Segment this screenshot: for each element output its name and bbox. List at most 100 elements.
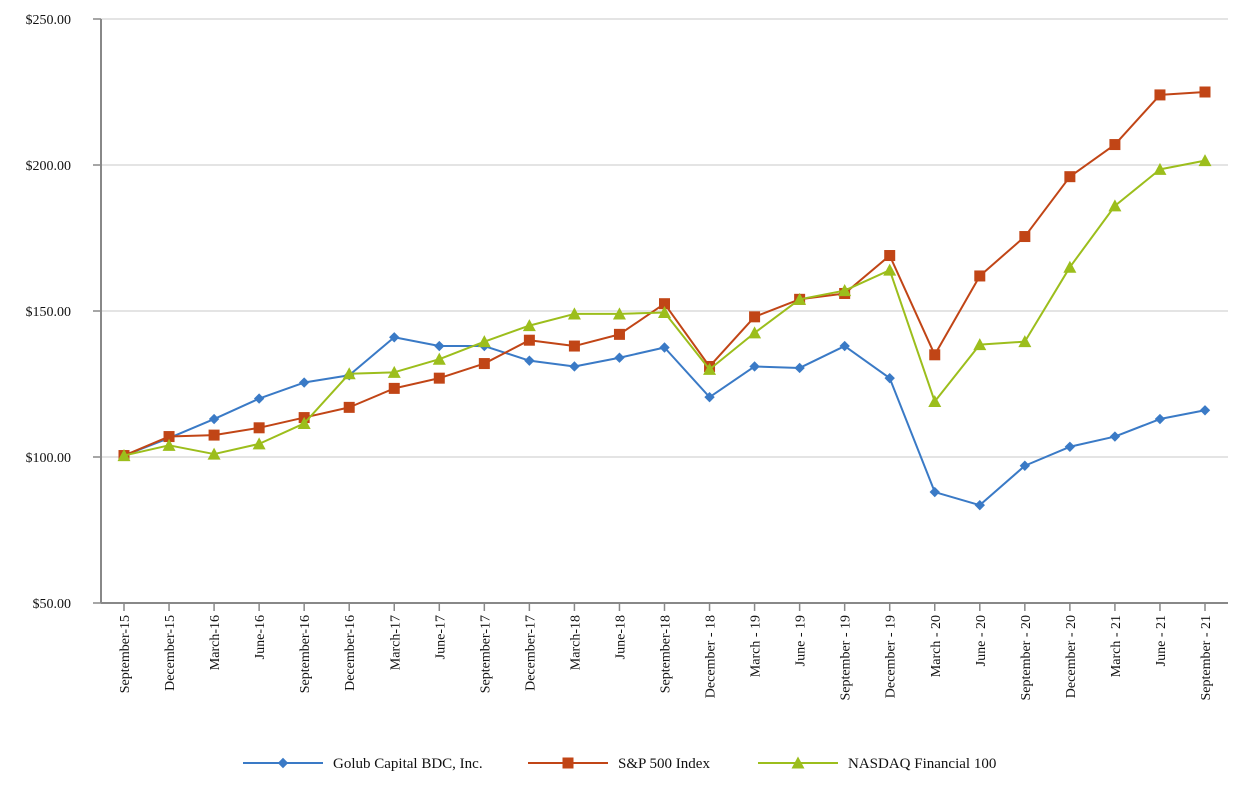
data-point: [1199, 405, 1211, 416]
legend-item: Golub Capital BDC, Inc.: [243, 756, 483, 772]
legend-item: S&P 500 Index: [528, 756, 710, 772]
x-tick-label: December-16: [343, 615, 358, 691]
x-tick-label: June-18: [613, 615, 628, 659]
data-point: [884, 372, 895, 384]
data-point: [117, 449, 131, 462]
data-point: [1019, 231, 1031, 243]
data-point: [208, 413, 220, 425]
legend-marker-icon: [791, 756, 805, 769]
data-point: [1109, 139, 1121, 151]
data-point: [1109, 431, 1121, 442]
data-point: [749, 311, 761, 323]
legend: Golub Capital BDC, Inc. S&P 500 Index NASD…: [243, 756, 996, 772]
data-point: [1064, 171, 1076, 183]
data-point: [839, 340, 850, 352]
data-point: [1063, 260, 1077, 273]
data-point: [208, 429, 220, 441]
data-point: [749, 361, 760, 372]
x-tick-label: December - 18: [704, 615, 719, 698]
x-tick-label: March - 19: [749, 615, 764, 677]
legend-marker-icon: [277, 757, 289, 769]
y-tick-labels: $50.00 $100.00 $150.00 $200.00 $250.00: [26, 13, 72, 612]
x-tick-label: June-17: [433, 615, 448, 659]
data-point: [1019, 460, 1031, 471]
data-point: [929, 486, 940, 498]
data-point: [252, 437, 266, 450]
data-point: [974, 499, 985, 511]
y-tick-label: $150.00: [26, 305, 72, 320]
x-tick-label: September-16: [298, 615, 313, 693]
data-point: [614, 352, 625, 363]
series-2: [117, 154, 1212, 462]
x-tick-label: June-16: [253, 615, 268, 659]
x-tick-label: March-17: [388, 615, 403, 670]
data-point: [524, 355, 535, 366]
series-1: [118, 86, 1211, 462]
data-point: [1198, 154, 1212, 167]
x-tick-labels: September-15 December-15 March-16 June-16 Se…: [118, 615, 1214, 701]
y-tick-label: $200.00: [26, 159, 72, 174]
data-point: [884, 250, 896, 262]
data-point: [477, 335, 491, 348]
data-point: [1154, 89, 1166, 101]
data-point: [1199, 86, 1211, 98]
x-tick-label: December - 20: [1064, 615, 1079, 698]
data-point: [973, 338, 987, 351]
data-point: [569, 361, 580, 372]
legend-item: NASDAQ Financial 100: [758, 756, 996, 772]
x-tick-label: September - 21: [1199, 615, 1214, 701]
x-tick-label: June - 21: [1154, 615, 1169, 666]
data-point: [659, 298, 670, 310]
x-tick-label: December - 19: [884, 615, 899, 698]
data-point: [207, 447, 221, 460]
x-tick-label: September - 20: [1019, 615, 1034, 701]
data-point: [522, 319, 536, 332]
data-point: [1018, 335, 1032, 348]
x-tick-label: June - 20: [974, 615, 989, 666]
data-point: [387, 365, 401, 378]
data-point: [659, 342, 670, 353]
x-tick-label: September - 19: [839, 615, 854, 701]
data-point: [928, 395, 942, 408]
data-point: [523, 334, 535, 346]
y-tick-label: $100.00: [26, 451, 72, 466]
data-point: [389, 332, 400, 343]
series-lines: [117, 86, 1212, 511]
data-point: [794, 362, 805, 374]
y-tick-label: $50.00: [33, 597, 72, 612]
gridlines: [101, 18, 1228, 458]
data-point: [253, 393, 265, 404]
legend-label: Golub Capital BDC, Inc.: [333, 756, 483, 772]
data-point: [567, 307, 581, 320]
series-line: [123, 91, 1206, 457]
data-point: [434, 340, 445, 352]
data-point: [1154, 413, 1166, 425]
x-tick-label: September-15: [118, 615, 133, 693]
data-point: [297, 416, 311, 429]
data-point: [432, 352, 446, 365]
data-point: [1153, 162, 1167, 175]
data-point: [704, 391, 715, 403]
data-point: [478, 358, 490, 370]
data-point: [658, 305, 671, 318]
data-point: [343, 401, 355, 413]
x-tick-label: September-17: [478, 615, 493, 693]
data-point: [793, 292, 807, 305]
data-point: [703, 362, 717, 375]
x-tick-label: March-16: [208, 615, 223, 670]
data-point: [163, 431, 175, 443]
data-point: [253, 422, 265, 434]
axes: [93, 18, 1228, 611]
data-point: [748, 326, 762, 339]
data-point: [388, 382, 400, 394]
data-point: [883, 263, 897, 276]
series-0: [118, 332, 1211, 511]
x-tick-label: March-18: [568, 615, 583, 670]
legend-label: NASDAQ Financial 100: [848, 756, 996, 772]
data-point: [298, 377, 310, 388]
x-tick-label: June - 19: [794, 615, 809, 666]
data-point: [433, 372, 445, 384]
x-tick-label: December-17: [523, 615, 538, 691]
